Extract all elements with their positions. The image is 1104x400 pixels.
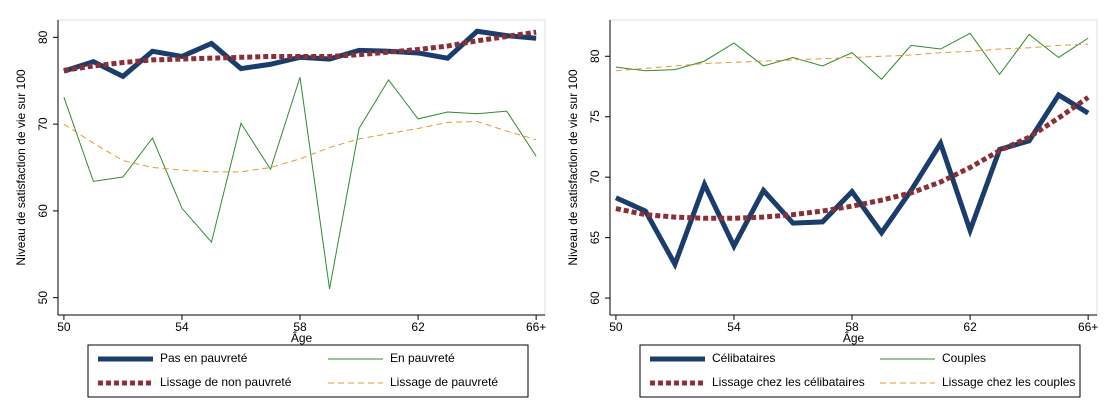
y-axis-title: Niveau de satisfaction de vie sur 100 bbox=[566, 69, 580, 265]
x-tick-label: 58 bbox=[293, 320, 307, 334]
x-axis-title: Âge bbox=[843, 330, 865, 345]
y-tick-label: 50 bbox=[36, 291, 50, 305]
legend-label: En pauvreté bbox=[390, 351, 455, 365]
plot-area bbox=[57, 19, 546, 316]
legend-box bbox=[639, 344, 1081, 398]
legend-label: Lissage de pauvreté bbox=[390, 375, 498, 389]
series-line bbox=[63, 121, 537, 173]
y-tick-label: 65 bbox=[588, 231, 602, 245]
legend-label: Lissage de non pauvreté bbox=[160, 375, 292, 389]
series-line bbox=[614, 91, 1090, 271]
x-tick-label: 66+ bbox=[526, 320, 546, 334]
legend-label: Célibataires bbox=[712, 351, 775, 365]
y-tick-label: 75 bbox=[588, 110, 602, 124]
y-tick-label: 80 bbox=[36, 30, 50, 44]
legend-label: Pas en pauvreté bbox=[160, 351, 248, 365]
x-tick-label: 50 bbox=[609, 320, 623, 334]
y-tick-label: 80 bbox=[588, 49, 602, 63]
legend-box bbox=[87, 344, 529, 398]
series-line bbox=[615, 32, 1089, 80]
x-tick-label: 54 bbox=[727, 320, 741, 334]
x-axis-title: Âge bbox=[291, 330, 313, 345]
x-tick-label: 66+ bbox=[1078, 320, 1098, 334]
x-tick-label: 54 bbox=[175, 320, 189, 334]
y-tick-label: 60 bbox=[36, 204, 50, 218]
x-tick-label: 62 bbox=[963, 320, 977, 334]
legend-label: Lissage chez les couples bbox=[942, 375, 1075, 389]
plot-area bbox=[609, 19, 1098, 316]
y-axis-title: Niveau de satisfaction de vie sur 100 bbox=[14, 69, 28, 265]
x-tick-label: 58 bbox=[845, 320, 859, 334]
series-line bbox=[63, 77, 537, 290]
legend-label: Lissage chez les célibataires bbox=[712, 375, 865, 389]
legend-label: Couples bbox=[942, 351, 986, 365]
y-tick-label: 70 bbox=[36, 117, 50, 131]
series-line bbox=[63, 29, 537, 73]
y-tick-label: 70 bbox=[588, 170, 602, 184]
x-tick-label: 62 bbox=[411, 320, 425, 334]
series-line bbox=[615, 43, 1089, 72]
x-tick-label: 50 bbox=[57, 320, 71, 334]
y-tick-label: 60 bbox=[588, 291, 602, 305]
